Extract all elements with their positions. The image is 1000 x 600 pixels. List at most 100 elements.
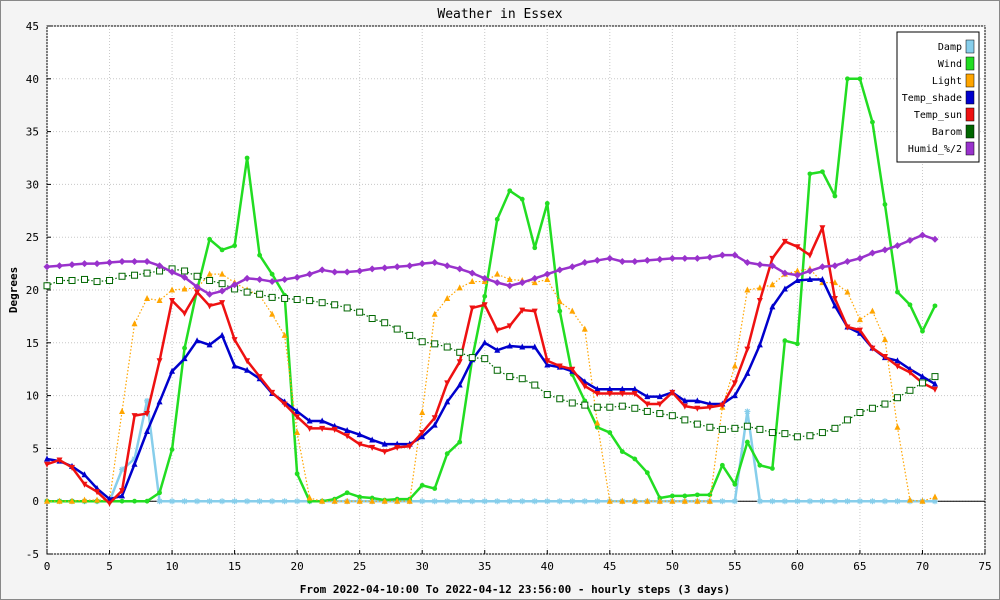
data-point	[506, 498, 513, 505]
data-point	[693, 254, 701, 262]
data-point	[169, 286, 176, 293]
data-point	[531, 381, 539, 389]
data-point	[494, 327, 501, 334]
data-point	[456, 348, 464, 356]
data-point	[919, 373, 926, 380]
data-point	[532, 245, 538, 251]
data-point	[156, 498, 163, 505]
data-point	[281, 275, 289, 283]
data-point	[819, 498, 826, 505]
data-point	[256, 498, 263, 505]
data-point	[294, 471, 300, 477]
data-point	[482, 293, 488, 299]
data-point	[244, 155, 250, 161]
data-point	[444, 380, 451, 387]
data-point	[794, 244, 801, 251]
data-point	[768, 262, 776, 270]
data-point	[119, 488, 126, 495]
data-point	[782, 338, 788, 344]
x-tick-label: 15	[228, 560, 241, 573]
data-point	[119, 407, 126, 414]
data-point	[618, 402, 626, 410]
x-tick-label: 75	[978, 560, 991, 573]
data-point	[343, 304, 351, 312]
data-point	[81, 471, 88, 478]
data-point	[506, 342, 513, 349]
data-point	[519, 498, 526, 505]
data-point	[568, 399, 576, 407]
data-point	[457, 439, 463, 445]
data-point	[193, 272, 201, 280]
data-point	[594, 385, 601, 392]
data-point	[606, 385, 613, 392]
data-point	[906, 496, 913, 503]
data-point	[706, 497, 713, 504]
data-point	[881, 400, 889, 408]
data-point	[531, 308, 538, 315]
data-point	[406, 331, 414, 339]
data-point	[281, 331, 288, 338]
data-point	[844, 324, 851, 331]
data-point	[132, 498, 137, 504]
data-point	[481, 302, 488, 309]
data-point	[681, 397, 688, 404]
data-point	[756, 284, 763, 291]
data-point	[418, 338, 426, 346]
data-point	[118, 257, 126, 265]
y-tick-label: 30	[26, 178, 39, 191]
data-point	[281, 498, 288, 505]
y-tick-label: 10	[26, 390, 39, 403]
data-point	[456, 284, 463, 291]
data-point	[181, 310, 188, 317]
data-point	[594, 424, 600, 430]
series-humid-2	[43, 231, 939, 298]
data-point	[257, 252, 263, 258]
data-point	[131, 271, 139, 279]
data-point	[381, 497, 388, 504]
data-point	[381, 449, 388, 456]
data-point	[756, 261, 764, 269]
data-point	[731, 251, 739, 259]
data-point	[806, 267, 814, 275]
legend-label-barom: Barom	[932, 127, 962, 138]
data-point	[694, 405, 701, 412]
data-point	[406, 262, 414, 270]
data-point	[68, 276, 76, 284]
data-point	[493, 279, 501, 287]
data-point	[481, 274, 489, 282]
data-point	[744, 439, 750, 445]
data-point	[144, 294, 151, 301]
data-point	[594, 498, 601, 505]
data-point	[569, 498, 576, 505]
data-point	[244, 366, 251, 373]
data-point	[444, 498, 451, 505]
data-point	[431, 340, 439, 348]
data-point	[843, 416, 851, 424]
data-point	[781, 238, 788, 245]
data-point	[381, 440, 388, 447]
data-point	[144, 428, 151, 435]
data-point	[369, 497, 376, 504]
data-point	[468, 354, 476, 362]
data-point	[43, 263, 51, 271]
data-point	[781, 430, 789, 438]
data-point	[181, 285, 188, 292]
data-point	[56, 497, 63, 504]
data-point	[806, 252, 813, 259]
data-point	[918, 379, 926, 387]
data-point	[894, 357, 901, 364]
data-point	[881, 498, 888, 505]
data-point	[519, 307, 526, 314]
data-point	[494, 346, 501, 353]
data-point	[219, 300, 226, 307]
data-point	[769, 281, 776, 288]
data-point	[269, 310, 276, 317]
x-tick-label: 10	[165, 560, 178, 573]
data-point	[393, 263, 401, 271]
data-point	[494, 270, 501, 277]
data-point	[719, 402, 726, 409]
data-point	[294, 429, 301, 436]
data-point	[506, 323, 513, 330]
data-point	[169, 498, 176, 505]
data-point	[732, 481, 738, 487]
